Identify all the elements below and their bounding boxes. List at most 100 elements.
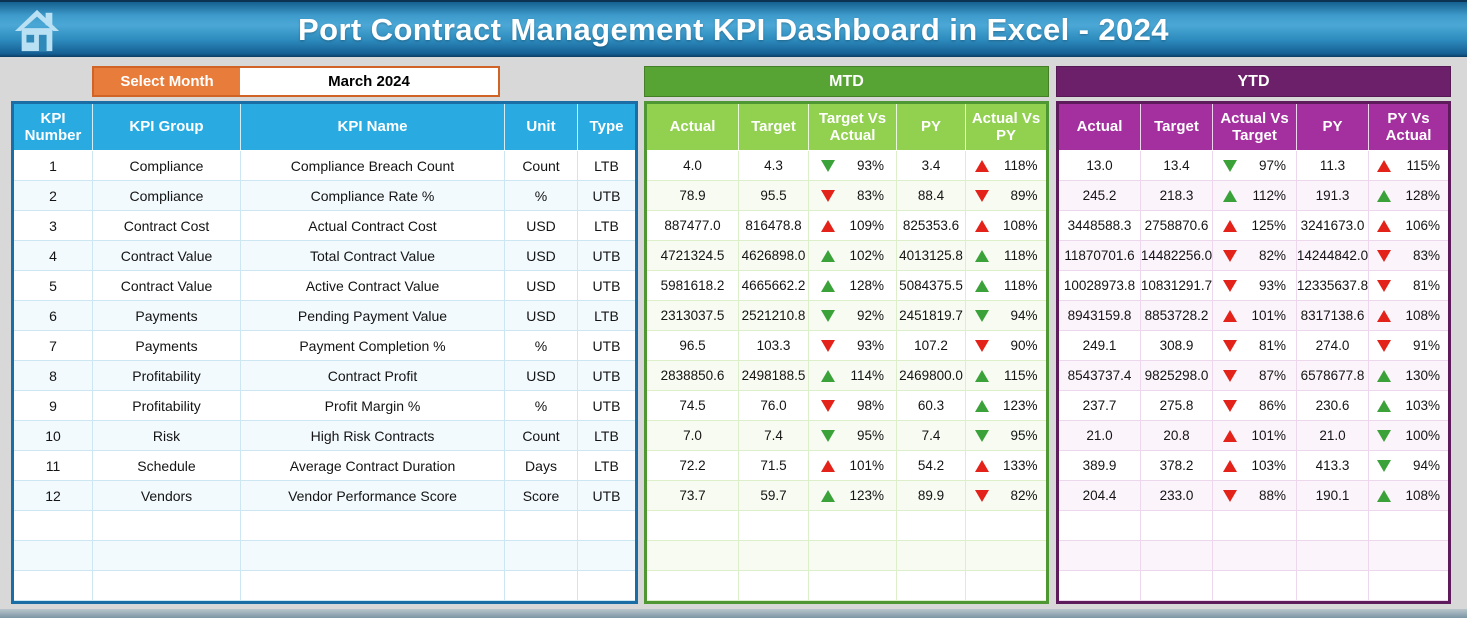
cell-py: 230.6 [1297, 391, 1369, 421]
cell-kpi-number: 5 [14, 271, 93, 301]
cell-kpi-name: Compliance Rate % [241, 181, 505, 211]
table-row: 8543737.4 9825298.0 87% 6578677.8 130% [1059, 361, 1448, 391]
cell-target: 218.3 [1141, 181, 1213, 211]
cell-comparison-1: 123% [809, 481, 897, 511]
table-row: 2313037.5 2521210.8 92% 2451819.7 94% [647, 301, 1046, 331]
trend-triangle-icon [1223, 489, 1237, 502]
cell-type [578, 541, 635, 571]
table-row: 8943159.8 8853728.2 101% 8317138.6 108% [1059, 301, 1448, 331]
table-row: 3 Contract Cost Actual Contract Cost USD… [14, 211, 635, 241]
ytd-rows: 13.0 13.4 97% 11.3 115% 245.2 218.3 112%… [1059, 151, 1448, 601]
cell-comparison-1: 93% [1213, 271, 1297, 301]
table-row [1059, 511, 1448, 541]
cell-comparison-2: 100% [1369, 421, 1448, 451]
cell-actual: 72.2 [647, 451, 739, 481]
cell-kpi-name: High Risk Contracts [241, 421, 505, 451]
trend-triangle-icon [974, 249, 989, 262]
cell-actual [1059, 541, 1141, 571]
cell-py: 4013125.8 [897, 241, 966, 271]
table-row: 12 Vendors Vendor Performance Score Scor… [14, 481, 635, 511]
trend-triangle-icon [821, 459, 835, 472]
cell-comparison-2: 115% [1369, 151, 1448, 181]
cell-comparison-1: 97% [1213, 151, 1297, 181]
cell-kpi-group: Contract Cost [93, 211, 241, 241]
comparison-percent: 101% [1251, 428, 1286, 443]
cell-actual: 2313037.5 [647, 301, 739, 331]
table-row: 4 Contract Value Total Contract Value US… [14, 241, 635, 271]
cell-kpi-number: 4 [14, 241, 93, 271]
trend-triangle-icon [821, 249, 835, 262]
cell-unit: USD [505, 211, 578, 241]
trend-triangle-icon [1377, 159, 1391, 172]
cell-kpi-group: Vendors [93, 481, 241, 511]
trend-triangle-icon [974, 309, 989, 322]
cell-actual: 11870701.6 [1059, 241, 1141, 271]
cell-target: 308.9 [1141, 331, 1213, 361]
comparison-percent: 102% [849, 248, 884, 263]
select-month-button[interactable]: Select Month [94, 68, 240, 95]
comparison-percent: 109% [849, 218, 884, 233]
comparison-percent: 94% [1010, 308, 1038, 323]
trend-triangle-icon [1377, 429, 1391, 442]
cell-py: 11.3 [1297, 151, 1369, 181]
cell-actual: 2838850.6 [647, 361, 739, 391]
cell-py: 825353.6 [897, 211, 966, 241]
cell-py: 60.3 [897, 391, 966, 421]
cell-unit: Count [505, 151, 578, 181]
table-row: 204.4 233.0 88% 190.1 108% [1059, 481, 1448, 511]
col-header-ytd-py-vs-actual: PY Vs Actual [1385, 109, 1432, 144]
cell-comparison-1: 125% [1213, 211, 1297, 241]
cell-py: 54.2 [897, 451, 966, 481]
cell-unit: Count [505, 421, 578, 451]
cell-comparison-1: 82% [1213, 241, 1297, 271]
month-value[interactable]: March 2024 [240, 68, 498, 95]
table-row: 74.5 76.0 98% 60.3 123% [647, 391, 1046, 421]
table-row: 13.0 13.4 97% 11.3 115% [1059, 151, 1448, 181]
trend-triangle-icon [1377, 279, 1391, 292]
page-title: Port Contract Management KPI Dashboard i… [298, 11, 1169, 47]
cell-py [1297, 511, 1369, 541]
table-row: 2 Compliance Compliance Rate % % UTB [14, 181, 635, 211]
cell-kpi-group: Payments [93, 301, 241, 331]
comparison-percent: 91% [1412, 338, 1440, 353]
cell-comparison-1: 88% [1213, 481, 1297, 511]
cell-comparison-1: 83% [809, 181, 897, 211]
cell-py: 6578677.8 [1297, 361, 1369, 391]
cell-comparison-2: 108% [966, 211, 1046, 241]
trend-triangle-icon [821, 339, 835, 352]
cell-kpi-number: 1 [14, 151, 93, 181]
cell-comparison-1: 101% [1213, 301, 1297, 331]
cell-target: 9825298.0 [1141, 361, 1213, 391]
table-row: 11 Schedule Average Contract Duration Da… [14, 451, 635, 481]
ytd-table: Actual Target Actual Vs Target PY PY Vs … [1056, 101, 1451, 604]
comparison-percent: 103% [1405, 398, 1440, 413]
cell-comparison-1: 128% [809, 271, 897, 301]
trend-triangle-icon [974, 399, 989, 412]
cell-type: UTB [578, 331, 635, 361]
cell-target: 816478.8 [739, 211, 809, 241]
comparison-percent: 86% [1258, 398, 1286, 413]
col-header-type: Type [589, 118, 624, 136]
cell-comparison-1: 102% [809, 241, 897, 271]
kpi-info-table: KPI Number KPI Group KPI Name Unit Type … [11, 101, 638, 604]
trend-triangle-icon [821, 399, 835, 412]
col-header-unit: Unit [505, 104, 578, 150]
comparison-percent: 92% [856, 308, 884, 323]
col-header-mtd-actual: Actual [647, 104, 739, 150]
col-header-kpi-name: KPI Name [241, 104, 505, 150]
trend-triangle-icon [1377, 219, 1391, 232]
cell-actual: 5981618.2 [647, 271, 739, 301]
cell-actual: 3448588.3 [1059, 211, 1141, 241]
table-row [647, 511, 1046, 541]
cell-unit [505, 541, 578, 571]
trend-triangle-icon [974, 429, 989, 442]
cell-comparison-1: 93% [809, 331, 897, 361]
home-icon[interactable] [14, 8, 60, 54]
table-row: 96.5 103.3 93% 107.2 90% [647, 331, 1046, 361]
cell-comparison-2: 118% [966, 271, 1046, 301]
cell-target: 4665662.2 [739, 271, 809, 301]
trend-triangle-icon [1377, 459, 1391, 472]
cell-target: 10831291.7 [1141, 271, 1213, 301]
cell-target [1141, 511, 1213, 541]
cell-actual: 10028973.8 [1059, 271, 1141, 301]
